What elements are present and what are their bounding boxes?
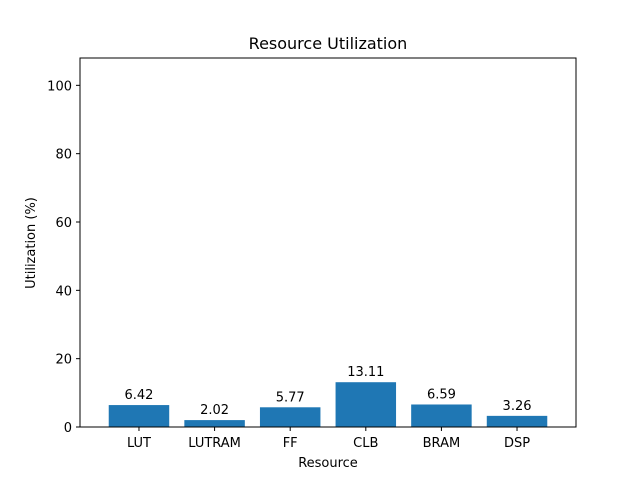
bar-bram	[411, 404, 472, 427]
data-label-ff: 5.77	[276, 390, 305, 405]
bar-lut	[108, 405, 170, 427]
bar-dsp	[486, 415, 548, 427]
x-axis-label: Resource	[298, 456, 358, 471]
x-tick-label-ff: FF	[283, 436, 298, 451]
y-tick-label: 40	[55, 284, 72, 299]
bar-clb	[335, 382, 397, 427]
y-axis-ticks: 0 20 40 60 80 100	[47, 79, 80, 436]
x-tick-label-lutram: LUTRAM	[188, 436, 241, 451]
y-tick-label: 60	[55, 216, 72, 231]
y-axis-label: Utilization (%)	[24, 197, 39, 289]
data-label-lut: 6.42	[124, 388, 153, 403]
data-label-lutram: 2.02	[200, 403, 229, 418]
bar-ff	[259, 407, 321, 427]
data-label-bram: 6.59	[427, 387, 456, 402]
x-tick-label-clb: CLB	[353, 436, 378, 451]
y-tick-label: 0	[64, 421, 72, 436]
data-label-dsp: 3.26	[503, 399, 532, 414]
y-tick-label: 20	[55, 353, 72, 368]
chart-title: Resource Utilization	[249, 34, 408, 53]
x-tick-label-dsp: DSP	[504, 436, 530, 451]
bar-lutram	[184, 420, 245, 427]
y-tick-label: 80	[55, 148, 72, 163]
x-axis-ticks: LUT LUTRAM FF CLB BRAM DSP	[127, 427, 530, 451]
data-label-clb: 13.11	[347, 365, 384, 380]
x-tick-label-bram: BRAM	[423, 436, 461, 451]
data-labels-group: 6.42 2.02 5.77 13.11 6.59 3.26	[124, 365, 531, 418]
plot-frame	[79, 57, 577, 428]
bars-group	[108, 382, 548, 427]
x-tick-label-lut: LUT	[127, 436, 151, 451]
y-tick-label: 100	[47, 79, 72, 94]
